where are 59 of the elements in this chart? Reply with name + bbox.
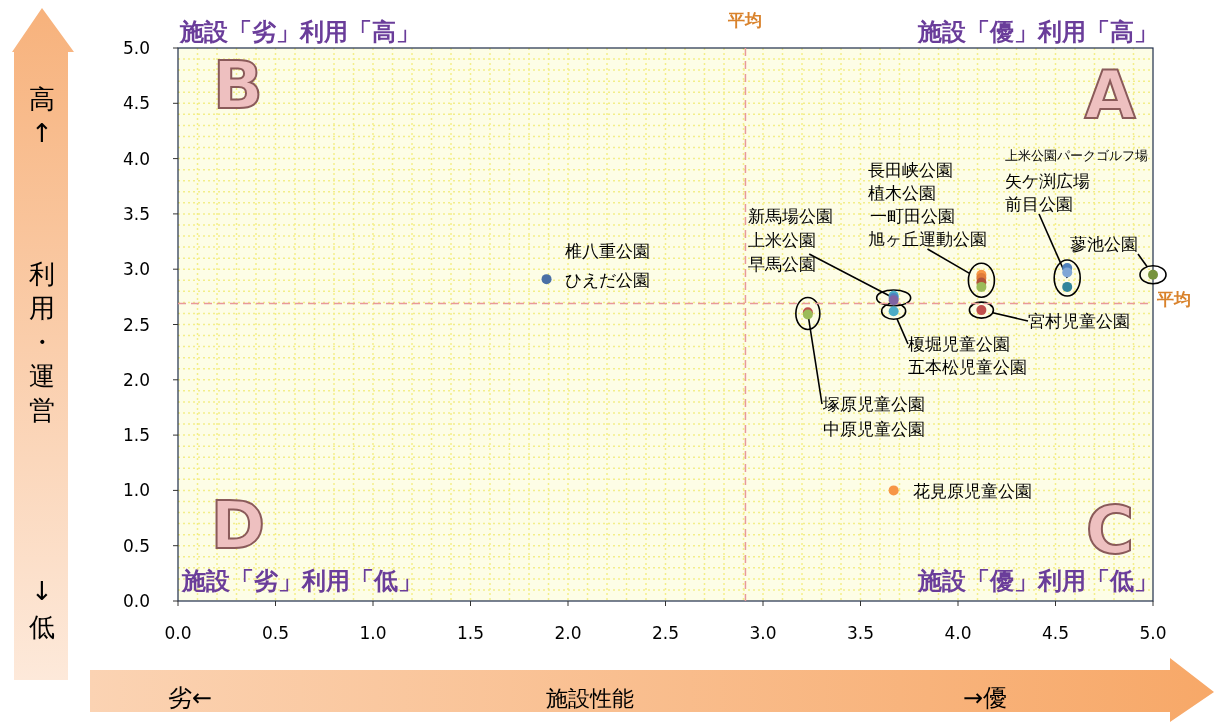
ref-line-label: 平均	[1156, 289, 1191, 310]
text: ↓低	[29, 576, 55, 642]
annotation: 一町田公園	[870, 206, 955, 226]
y-tick-label: 4.5	[122, 93, 150, 114]
y-axis-title: 利用・運営	[29, 259, 55, 425]
y-tick-label: 3.0	[122, 259, 150, 280]
annotation: 榎堀児童公園	[908, 334, 1010, 354]
x-tick-label: 5.0	[1139, 623, 1167, 643]
x-tick-label: 4.0	[944, 623, 972, 643]
text: 高↑	[29, 84, 55, 148]
point	[888, 485, 899, 496]
x-axis-title: 施設性能	[546, 686, 634, 711]
annotation: 施設「優」利用「低」	[917, 567, 1158, 595]
text: 施設「優」利用「高」	[917, 18, 1158, 46]
y-tick-label: 2.0	[122, 369, 150, 390]
annotation: 施設「劣」利用「低」	[181, 567, 422, 595]
x-tick-label: 1.5	[456, 623, 485, 643]
x-tick-label: 4.5	[1041, 623, 1070, 643]
annotation: 宮村児童公園	[1028, 311, 1130, 331]
y-tick-label: 1.0	[122, 480, 150, 501]
x-tick-label: 0.5	[261, 623, 290, 643]
annotation: D	[210, 487, 266, 564]
annotation: 上米公園パークゴルフ場	[1005, 148, 1148, 163]
x-tick-label: 1.0	[359, 623, 387, 643]
point	[541, 274, 552, 285]
text: 劣←	[167, 684, 213, 712]
annotation: 椎八重公園	[565, 241, 650, 261]
annotation: 早馬公園	[748, 254, 816, 274]
annotation: 矢ケ渕広場	[1005, 171, 1090, 191]
annotation: 蓼池公園	[1070, 234, 1138, 254]
x-tick-label: 0.0	[164, 623, 192, 643]
x-tick-label: 3.0	[749, 623, 777, 643]
annotation: 中原児童公園	[823, 419, 925, 439]
annotation: 新馬場公園	[748, 206, 833, 226]
x-tick-label: 3.5	[846, 623, 875, 643]
annotation: B	[212, 47, 264, 124]
point	[976, 281, 987, 292]
annotation: C	[1085, 492, 1135, 569]
y-tick-label: 0.5	[122, 535, 150, 556]
y-tick-label: 5.0	[122, 38, 150, 58]
point	[1062, 281, 1073, 292]
y-tick-label: 3.5	[122, 203, 150, 224]
annotation: 五本松児童公園	[908, 357, 1027, 377]
annotation: 上米公園	[748, 230, 816, 250]
annotation: 前目公園	[1005, 194, 1073, 214]
annotation: 長田峡公園	[868, 160, 953, 180]
ref-line-label: 平均	[727, 10, 763, 30]
annotation: 旭ヶ丘運動公園	[868, 229, 987, 249]
text: 施設「劣」利用「高」	[179, 18, 420, 46]
y-tick-label: 1.5	[122, 425, 150, 446]
annotation: 植木公園	[868, 183, 936, 203]
y-tick-label: 4.0	[122, 148, 150, 169]
text: →優	[962, 684, 1008, 712]
y-tick-label: 0.0	[122, 591, 150, 611]
annotation: 塚原児童公園	[822, 394, 925, 414]
x-tick-label: 2.0	[554, 623, 582, 643]
y-tick-label: 2.5	[122, 314, 150, 335]
x-tick-label: 2.5	[651, 623, 680, 643]
annotation: A	[1084, 57, 1136, 134]
